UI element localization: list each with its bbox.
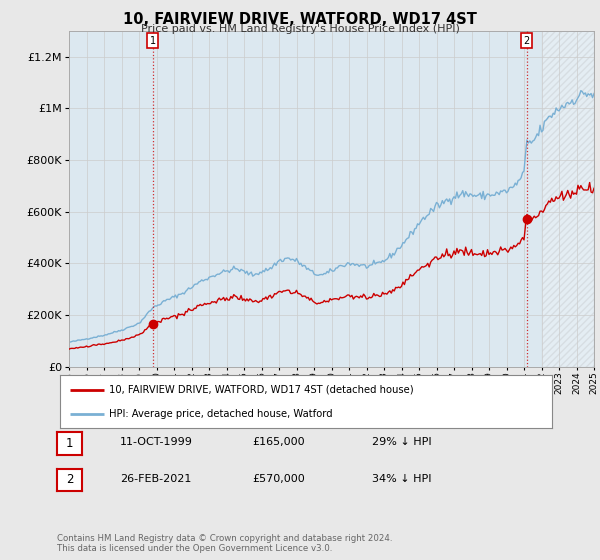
Text: HPI: Average price, detached house, Watford: HPI: Average price, detached house, Watf… (109, 409, 333, 419)
Text: £165,000: £165,000 (252, 437, 305, 447)
Text: 34% ↓ HPI: 34% ↓ HPI (372, 474, 431, 484)
Text: 2: 2 (66, 473, 73, 487)
Text: 1: 1 (149, 36, 156, 46)
Text: Price paid vs. HM Land Registry's House Price Index (HPI): Price paid vs. HM Land Registry's House … (140, 24, 460, 34)
Text: £570,000: £570,000 (252, 474, 305, 484)
Text: 10, FAIRVIEW DRIVE, WATFORD, WD17 4ST (detached house): 10, FAIRVIEW DRIVE, WATFORD, WD17 4ST (d… (109, 385, 414, 395)
Text: 2: 2 (523, 36, 530, 46)
Text: 29% ↓ HPI: 29% ↓ HPI (372, 437, 431, 447)
Text: 26-FEB-2021: 26-FEB-2021 (120, 474, 191, 484)
Text: 1: 1 (66, 437, 73, 450)
Text: Contains HM Land Registry data © Crown copyright and database right 2024.
This d: Contains HM Land Registry data © Crown c… (57, 534, 392, 553)
Text: 11-OCT-1999: 11-OCT-1999 (120, 437, 193, 447)
Text: 10, FAIRVIEW DRIVE, WATFORD, WD17 4ST: 10, FAIRVIEW DRIVE, WATFORD, WD17 4ST (123, 12, 477, 27)
